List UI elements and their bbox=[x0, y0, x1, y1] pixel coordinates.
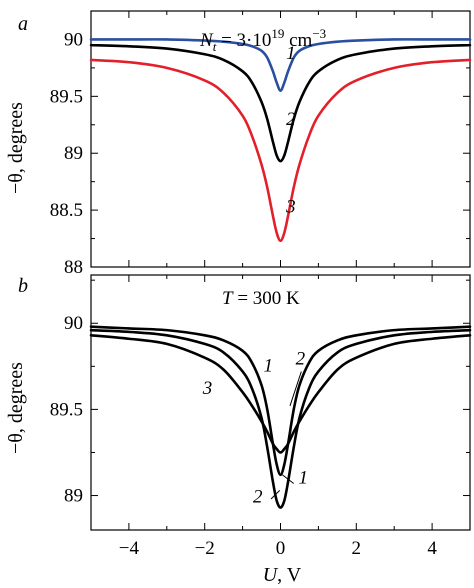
panel-b-series-1-label: 1 bbox=[263, 355, 273, 376]
panel-a-annotation-equals: = 3·10 bbox=[216, 30, 271, 51]
panel-b-ylabel: −θ, degrees bbox=[5, 362, 27, 454]
panel-a-ylabel: −θ, degrees bbox=[5, 102, 27, 194]
panel-a-series-3-label: 3 bbox=[285, 196, 296, 217]
panel-b-series-2-line bbox=[89, 328, 472, 509]
panel-a-frame bbox=[90, 10, 471, 268]
panel-a-annotation: Nt = 3·1019 cm−3 bbox=[199, 26, 326, 54]
panel-b-labels: 1 2 3 2 1 bbox=[202, 349, 308, 508]
panel-a-annotation-unit-exponent: −3 bbox=[312, 26, 326, 41]
panel-a-labels: 1 2 3 bbox=[285, 43, 296, 218]
panel-b-ticks: −4 −2 0 2 4 89 89.5 90 bbox=[50, 275, 471, 559]
panel-b-curves bbox=[89, 325, 472, 509]
panel-b-annotation: T = 300 K bbox=[222, 288, 300, 309]
panel-a-series-2-line bbox=[89, 43, 472, 163]
panel-b-leader-line bbox=[289, 371, 302, 407]
panel-b: −4 −2 0 2 4 89 89.5 90 1 2 3 2 1 b T = 300 K −θ, de… bbox=[5, 274, 472, 586]
panel-b-x-tick-label: −2 bbox=[195, 538, 215, 559]
panel-a-ticks: 88 88.5 89 89.5 90 bbox=[50, 10, 471, 278]
x-axis-label-symbol: U bbox=[263, 564, 279, 586]
panel-a-series-3-line bbox=[89, 58, 472, 243]
panel-b-series-1-line bbox=[89, 325, 472, 477]
panel-a-series-1-line bbox=[89, 38, 472, 92]
panel-b-series-2-label: 2 bbox=[296, 349, 306, 370]
panel-a-series-1-label: 1 bbox=[286, 43, 296, 64]
panel-a-annotation-symbol: N bbox=[199, 30, 214, 51]
panel-a-y-tick-label: 89 bbox=[64, 143, 83, 164]
panel-b-x-tick-label: 4 bbox=[427, 538, 437, 559]
panel-b-x-tick-label: −4 bbox=[119, 538, 140, 559]
panel-a-curves bbox=[89, 38, 472, 243]
panel-b-leader-line bbox=[282, 474, 295, 484]
panel-a-label: a bbox=[18, 13, 28, 35]
panel-b-x-tick-label: 0 bbox=[276, 538, 286, 559]
x-axis-label: U, V bbox=[263, 564, 302, 586]
panel-a-y-tick-label: 88.5 bbox=[50, 200, 83, 221]
panel-b-annotation-symbol: T bbox=[222, 288, 234, 309]
panel-a-series-2-label: 2 bbox=[286, 109, 296, 130]
panel-b-y-tick-label: 90 bbox=[64, 313, 83, 334]
panel-b-series-1-extra-label: 1 bbox=[298, 467, 308, 488]
panel-a-annotation-unit: cm bbox=[284, 30, 312, 51]
panel-a-annotation-subscript: t bbox=[213, 39, 217, 54]
panel-b-annotation-equals: = 300 K bbox=[233, 288, 300, 309]
panel-a-y-tick-label: 90 bbox=[64, 29, 83, 50]
panel-b-x-tick-label: 2 bbox=[352, 538, 362, 559]
panel-b-series-2-extra-label: 2 bbox=[253, 486, 263, 507]
panel-b-y-tick-label: 89 bbox=[64, 486, 83, 507]
panel-a-annotation-exponent: 19 bbox=[271, 26, 284, 41]
panel-b-y-tick-label: 89.5 bbox=[50, 399, 83, 420]
panel-b-frame bbox=[90, 274, 471, 531]
panel-b-leader-line bbox=[270, 490, 281, 500]
panel-a: 88 88.5 89 89.5 90 1 2 3 a Nt = 3·1019 cm−3 −θ… bbox=[5, 10, 472, 278]
panel-a-y-tick-label: 88 bbox=[64, 257, 83, 278]
panel-b-series-3-label: 3 bbox=[202, 378, 213, 399]
x-axis-label-unit: , V bbox=[277, 564, 302, 586]
panel-a-y-tick-label: 89.5 bbox=[50, 86, 83, 107]
panel-b-label: b bbox=[18, 275, 28, 297]
panel-b-series-3-line bbox=[89, 334, 472, 454]
